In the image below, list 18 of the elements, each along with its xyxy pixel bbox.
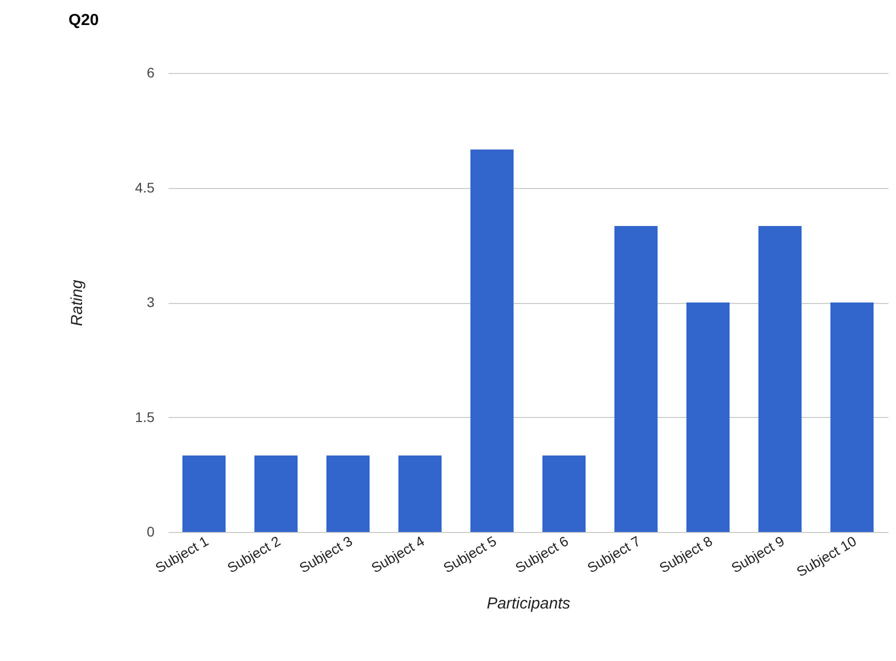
y-axis-title: Rating <box>69 280 86 326</box>
chart-title: Q20 <box>68 12 99 29</box>
bar <box>398 456 442 532</box>
bar <box>542 456 586 532</box>
y-tick-label: 1.5 <box>135 408 155 425</box>
bar <box>758 226 802 532</box>
y-tick-label: 3 <box>146 294 155 310</box>
y-tick-label: 6 <box>146 64 155 80</box>
bar <box>254 456 298 532</box>
bar <box>326 456 370 532</box>
y-tick-label: 0 <box>146 524 155 540</box>
x-axis-title: Participants <box>486 596 570 613</box>
bar <box>686 302 730 532</box>
bar <box>614 226 658 532</box>
bar <box>830 302 874 532</box>
bar <box>470 150 514 532</box>
bar <box>182 456 226 532</box>
y-tick-label: 4.5 <box>135 179 155 196</box>
